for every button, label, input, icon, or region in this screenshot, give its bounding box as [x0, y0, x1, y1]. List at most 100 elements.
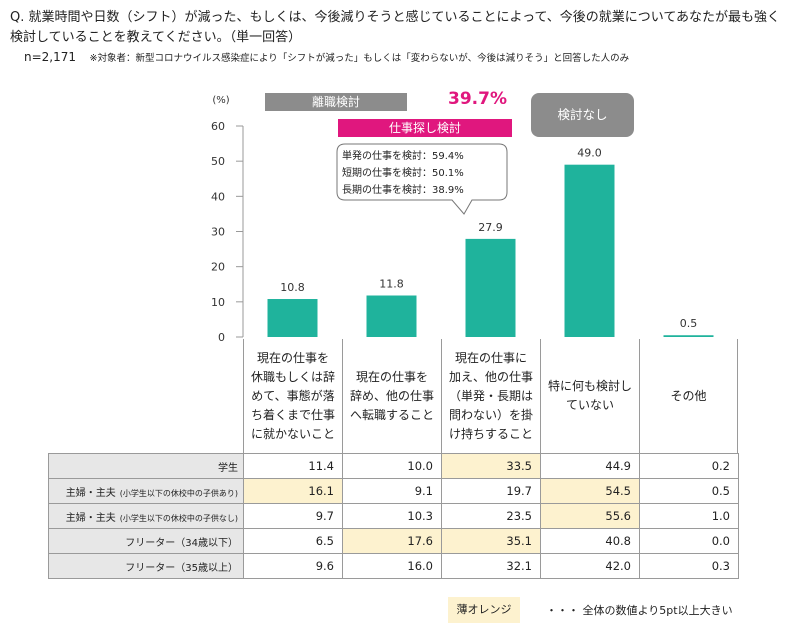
category-label-line: 加え、他の仕事	[448, 369, 533, 384]
y-tick-label: 50	[211, 155, 225, 168]
table-cell: 35.1	[441, 528, 541, 554]
category-label-line: ていない	[565, 398, 614, 412]
table-cell: 9.1	[342, 478, 442, 504]
category-label-text: 現在の仕事を 休職もしくは辞 めて、事態が落 ち着くまで仕事 に就かないこと	[251, 349, 335, 444]
table-cell: 33.5	[441, 453, 541, 479]
y-tick-label: 20	[211, 261, 225, 274]
category-label-line: 辞め、他の仕事	[349, 388, 434, 403]
table-row: 学生 11.4 10.0 33.5 44.9 0.2	[48, 453, 739, 479]
row-label-sub: (小学生以下の休校中の子供あり)	[119, 488, 238, 498]
subject-note: ※対象者：新型コロナウイルス感染症により「シフトが減った」もしくは「変わらないが…	[89, 53, 630, 64]
bar-value-label: 49.0	[577, 147, 602, 160]
category-label-line: 休職もしくは辞	[250, 369, 335, 384]
category-label: 現在の仕事に 加え、他の仕事 （単発・長期は 問わない）を掛 け持ちすること	[441, 339, 540, 454]
callout-text: 単発の仕事を検討：59.4% 短期の仕事を検討：50.1% 長期の仕事を検討：3…	[342, 148, 500, 199]
category-label-line: 問わない）を掛	[448, 407, 533, 422]
row-label: 主婦・主夫 (小学生以下の休校中の子供あり)	[48, 478, 244, 504]
table-cell: 23.5	[441, 503, 541, 529]
callout-line: 単発の仕事を検討：59.4%	[342, 151, 464, 162]
y-tick-label: 60	[211, 120, 225, 133]
subtitle: n=2,171 ※対象者：新型コロナウイルス感染症により「シフトが減った」もしく…	[24, 50, 629, 64]
bar-value-label: 11.8	[379, 278, 404, 291]
row-label: 学生	[48, 453, 244, 479]
table-cell: 10.0	[342, 453, 442, 479]
category-label-line: （単発・長期は	[448, 388, 533, 403]
table-cell: 10.3	[342, 503, 442, 529]
row-label-main: 主婦・主夫	[65, 512, 116, 524]
bar-value-label: 0.5	[680, 317, 698, 330]
table-row: 主婦・主夫 (小学生以下の休校中の子供なし) 9.7 10.3 23.5 55.6 1.0	[48, 503, 739, 529]
category-label: 現在の仕事を 辞め、他の仕事 へ転職すること	[342, 339, 441, 454]
row-label: フリーター（35歳以上）	[48, 553, 244, 579]
category-label: 現在の仕事を 休職もしくは辞 めて、事態が落 ち着くまで仕事 に就かないこと	[243, 339, 342, 454]
y-tick-label: 10	[211, 296, 225, 309]
category-label-line: 現在の仕事に	[454, 350, 527, 365]
category-label-line: に就かないこと	[250, 426, 335, 441]
table-cell: 17.6	[342, 528, 442, 554]
bar-value-label: 27.9	[478, 221, 503, 234]
bar	[663, 335, 714, 337]
table-cell: 0.3	[639, 553, 739, 579]
table-cell: 6.5	[243, 528, 343, 554]
category-label-line: その他	[670, 388, 707, 403]
category-label-line: 現在の仕事を	[256, 350, 329, 365]
table-cell: 42.0	[540, 553, 640, 579]
category-label-line: ち着くまで仕事	[250, 407, 335, 422]
table-cell: 54.5	[540, 478, 640, 504]
row-label-main: フリーター（35歳以上）	[125, 562, 238, 574]
callout-line: 長期の仕事を検討：38.9%	[342, 185, 464, 196]
table-cell: 9.7	[243, 503, 343, 529]
row-label-main: フリーター（34歳以下）	[125, 537, 238, 549]
legend-text: ・・・ 全体の数値より5pt以上大きい	[546, 604, 733, 617]
y-tick-label: 0	[218, 331, 225, 344]
table-cell: 16.0	[342, 553, 442, 579]
category-label: 特に何も検討し ていない	[540, 339, 639, 454]
table-row: フリーター（34歳以下） 6.5 17.6 35.1 40.8 0.0	[48, 528, 739, 554]
row-label: 主婦・主夫 (小学生以下の休校中の子供なし)	[48, 503, 244, 529]
bar-value-label: 10.8	[280, 281, 305, 294]
table-cell: 0.2	[639, 453, 739, 479]
table-cell: 32.1	[441, 553, 541, 579]
breakdown-table: 学生 11.4 10.0 33.5 44.9 0.2 主婦・主夫 (小学生以下の休校中の子供あ…	[48, 453, 739, 579]
table-cell: 9.6	[243, 553, 343, 579]
bar	[366, 295, 417, 337]
table-cell: 44.9	[540, 453, 640, 479]
table-cell: 0.0	[639, 528, 739, 554]
table-cell: 11.4	[243, 453, 343, 479]
row-label-main: 学生	[218, 462, 238, 474]
category-label-line: け持ちすること	[448, 426, 533, 441]
category-label-line: 特に何も検討し	[547, 379, 632, 393]
job-search-percent: 39.7%	[448, 89, 507, 109]
category-label-text: 特に何も検討し ていない	[548, 377, 632, 415]
category-label-line: 現在の仕事を	[355, 369, 428, 384]
category-label-line: めて、事態が落	[251, 388, 335, 403]
category-label-line: へ転職すること	[349, 407, 434, 422]
row-label-sub: (小学生以下の休校中の子供なし)	[119, 513, 238, 523]
job-search-group-label: 仕事探し検討	[338, 119, 512, 137]
y-tick-label: 40	[211, 190, 225, 203]
legend-swatch: 薄オレンジ	[448, 597, 520, 623]
category-label-text: 現在の仕事に 加え、他の仕事 （単発・長期は 問わない）を掛 け持ちすること	[449, 349, 533, 444]
table-cell: 1.0	[639, 503, 739, 529]
table-cell: 19.7	[441, 478, 541, 504]
table-row: 主婦・主夫 (小学生以下の休校中の子供あり) 16.1 9.1 19.7 54.5 0.5	[48, 478, 739, 504]
row-label-main: 主婦・主夫	[65, 487, 116, 499]
table-cell: 0.5	[639, 478, 739, 504]
y-tick-label: 30	[211, 226, 225, 239]
callout-bubble	[336, 143, 508, 215]
y-axis-unit: (%)	[212, 95, 229, 106]
table-cell: 55.6	[540, 503, 640, 529]
table-cell: 16.1	[243, 478, 343, 504]
table-cell: 40.8	[540, 528, 640, 554]
category-label: その他	[639, 339, 738, 454]
row-label: フリーター（34歳以下）	[48, 528, 244, 554]
callout-line: 短期の仕事を検討：50.1%	[342, 168, 464, 179]
category-label-text: 現在の仕事を 辞め、他の仕事 へ転職すること	[350, 368, 434, 425]
bar	[267, 299, 318, 337]
bar	[465, 238, 516, 337]
sample-size: n=2,171	[24, 50, 77, 64]
no-consideration-label: 検討なし	[531, 93, 634, 137]
quit-group-label: 離職検討	[265, 93, 407, 111]
bar	[564, 164, 615, 337]
